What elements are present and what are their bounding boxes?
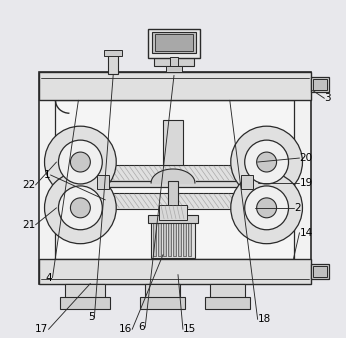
Text: 6: 6 — [138, 322, 145, 332]
Bar — [155, 33, 193, 51]
Bar — [241, 175, 253, 189]
Text: 19: 19 — [300, 178, 313, 188]
Bar — [145, 284, 180, 301]
Bar — [97, 193, 253, 209]
Bar — [166, 67, 182, 72]
Text: 20: 20 — [300, 153, 312, 163]
Bar — [163, 120, 183, 165]
Bar — [159, 205, 187, 220]
Bar — [148, 29, 200, 58]
Bar — [154, 56, 194, 67]
Bar — [153, 222, 156, 256]
Circle shape — [71, 152, 90, 172]
Circle shape — [257, 198, 276, 218]
Text: 17: 17 — [35, 324, 48, 334]
Bar — [38, 259, 311, 284]
Circle shape — [231, 126, 302, 198]
Bar — [97, 165, 253, 181]
Bar — [163, 222, 166, 256]
Circle shape — [45, 172, 116, 244]
Bar — [168, 222, 171, 256]
Bar — [97, 175, 109, 189]
Bar — [55, 181, 294, 187]
Bar — [313, 79, 327, 90]
Bar — [158, 222, 161, 256]
Bar — [311, 264, 329, 279]
Bar — [313, 266, 327, 276]
Text: 4: 4 — [46, 272, 53, 283]
Circle shape — [58, 140, 102, 184]
Text: 18: 18 — [258, 314, 271, 324]
Bar — [152, 31, 196, 53]
Bar — [55, 100, 294, 259]
Bar — [188, 222, 191, 256]
Bar — [178, 222, 181, 256]
Bar — [183, 222, 186, 256]
Text: 1: 1 — [44, 170, 51, 180]
Text: 21: 21 — [22, 220, 36, 230]
Text: 14: 14 — [300, 228, 313, 238]
Text: 22: 22 — [22, 180, 36, 190]
Text: 5: 5 — [88, 312, 94, 322]
Bar — [210, 284, 245, 301]
Bar — [168, 181, 178, 221]
Circle shape — [245, 186, 289, 230]
Bar — [104, 50, 122, 56]
Text: 15: 15 — [183, 324, 196, 334]
Circle shape — [231, 172, 302, 244]
Text: 3: 3 — [325, 93, 331, 103]
Bar — [61, 297, 110, 309]
Circle shape — [245, 140, 289, 184]
Bar — [38, 72, 311, 284]
Circle shape — [71, 198, 90, 218]
Bar — [205, 297, 250, 309]
Bar — [173, 222, 176, 256]
Text: 16: 16 — [119, 324, 132, 334]
Text: 2: 2 — [294, 203, 301, 213]
Circle shape — [257, 152, 276, 172]
Bar — [140, 297, 185, 309]
Bar — [148, 215, 198, 223]
Bar — [65, 284, 105, 301]
Bar — [38, 72, 311, 100]
Bar — [170, 57, 178, 67]
Circle shape — [58, 186, 102, 230]
Bar — [311, 77, 329, 92]
Bar — [151, 220, 195, 258]
Bar — [108, 52, 118, 74]
Circle shape — [45, 126, 116, 198]
